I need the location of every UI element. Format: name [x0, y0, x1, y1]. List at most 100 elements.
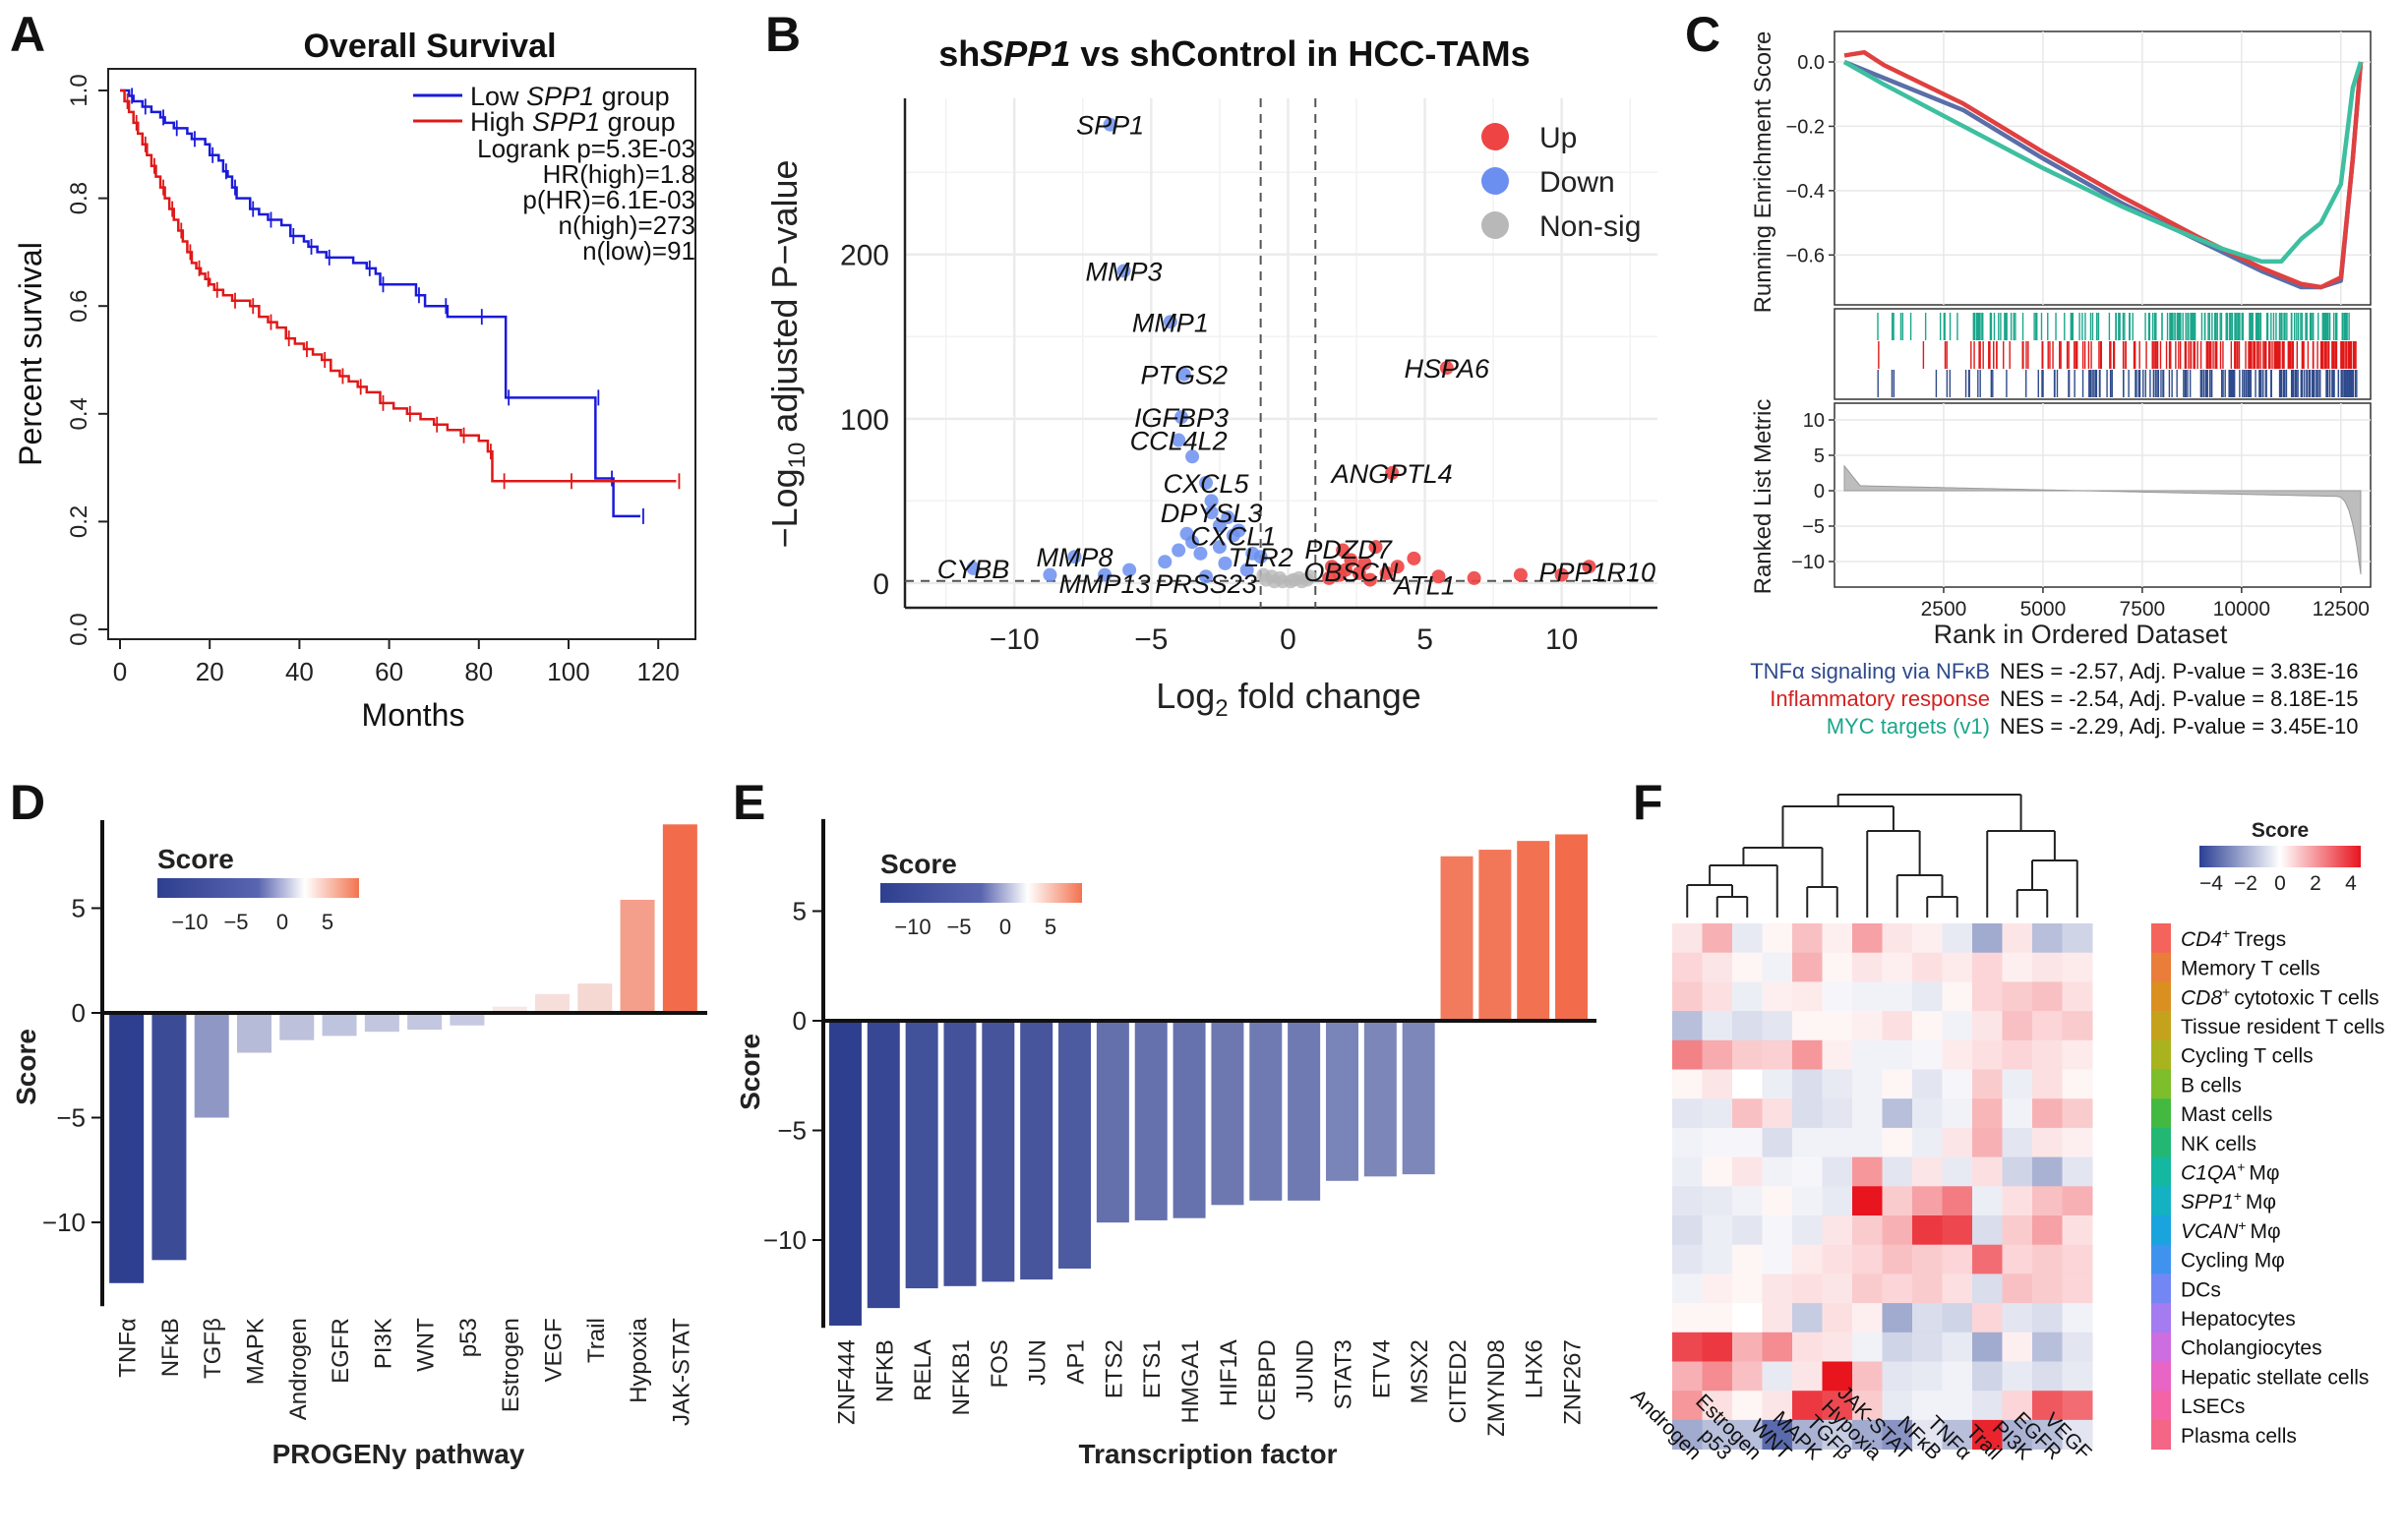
heatmap-cell — [1732, 923, 1763, 954]
heatmap-cell — [2002, 1011, 2033, 1041]
heatmap-cell — [1852, 1186, 1883, 1216]
heatmap-cell — [1852, 1361, 1883, 1392]
heatmap-cell — [1942, 981, 1973, 1012]
heatmap-row-label: Tissue resident T cells — [2181, 1016, 2384, 1038]
heatmap-cell — [1792, 1244, 1823, 1274]
volcano-xlabel-pre: Log — [1156, 676, 1215, 716]
heatmap-row-label: CD8+ cytotoxic T cells — [2181, 983, 2379, 1009]
volcano-gene-label: IGFBP3 — [1134, 403, 1229, 433]
volcano-point-down — [1232, 523, 1246, 538]
heatmap-row-label-text: Mφ — [2246, 1191, 2276, 1214]
km-title: Overall Survival — [303, 28, 556, 65]
heatmap-cell — [1732, 1039, 1763, 1070]
heatmap-cell — [1912, 1069, 1943, 1099]
heatmap-cell — [1942, 1098, 1973, 1129]
heatmap-cell — [1912, 1419, 1943, 1451]
volcano-xtick-label: 10 — [1545, 623, 1578, 656]
heatmap-cell — [1912, 1039, 1943, 1070]
heatmap-row-color — [2151, 1361, 2171, 1392]
heatmap-cell — [1822, 1156, 1853, 1187]
panel-label-e: E — [733, 775, 765, 830]
heatmap-cell — [1882, 1127, 1913, 1158]
heatmap-cell — [1762, 1127, 1793, 1158]
heatmap-cell — [1822, 1332, 1853, 1362]
volcano-point-down — [1179, 526, 1194, 541]
tf-category-label: FOS — [987, 1339, 1013, 1388]
heatmap-cell — [1882, 981, 1913, 1012]
heatmap-cell — [1672, 1332, 1703, 1362]
heatmap-cell — [1972, 1244, 2003, 1274]
heatmap-row-label-text: Cycling T cells — [2181, 1045, 2314, 1068]
heatmap-cell — [1852, 1069, 1883, 1099]
tf-category-label: MSX2 — [1407, 1339, 1433, 1403]
heatmap-row-label: CD4+ Tregs — [2181, 925, 2286, 951]
volcano-point-up — [1554, 567, 1569, 582]
heatmap-cell — [1762, 923, 1793, 954]
heatmap-cell — [1882, 1156, 1913, 1187]
tf-ytick-label: 0 — [793, 1006, 807, 1036]
volcano-ylabel-pre: −Log — [764, 468, 805, 548]
gsea-xtick-label: 7500 — [2120, 598, 2166, 621]
heatmap-cell — [1792, 923, 1823, 954]
volcano-point-down — [1239, 563, 1254, 577]
heatmap-cell — [2032, 952, 2063, 982]
heatmap-cell — [1732, 1332, 1763, 1362]
km-xtick-label: 40 — [285, 657, 314, 686]
panel-label-d: D — [10, 775, 45, 830]
heatmap-row-label: Hepatocytes — [2181, 1308, 2296, 1331]
heatmap-cell — [1822, 1244, 1853, 1274]
progeny-xlabel: PROGENy pathway — [272, 1439, 525, 1469]
heatmap-row-color — [2151, 1332, 2171, 1362]
progeny-category-label: Androgen — [285, 1318, 312, 1420]
tf-category-label: AP1 — [1063, 1339, 1090, 1384]
heatmap-cell — [1702, 1244, 1733, 1274]
heatmap-cell — [2002, 1332, 2033, 1362]
progeny-bar — [194, 1013, 229, 1118]
km-ytick-label: 0.2 — [66, 505, 92, 538]
heatmap-cell — [1822, 1419, 1853, 1451]
panel-label-b: B — [765, 7, 801, 62]
heatmap-row-label-text: Cholangiocytes — [2181, 1337, 2322, 1360]
progeny-bar — [535, 993, 570, 1013]
gsea-es-tick-label: −0.2 — [1786, 116, 1825, 138]
tf-category-label: LHX6 — [1522, 1339, 1548, 1398]
volcano-point-up — [1322, 570, 1337, 585]
heatmap-cell — [1942, 923, 1973, 954]
heatmap-legend-tick: 0 — [2274, 872, 2286, 895]
heatmap-row-label: VCAN+ Mφ — [2181, 1217, 2281, 1243]
heatmap-cell — [1942, 1303, 1973, 1333]
heatmap-cell — [1672, 1244, 1703, 1274]
volcano-point-down — [1067, 550, 1082, 564]
heatmap-cell — [2032, 1244, 2063, 1274]
heatmap-cell — [1852, 1098, 1883, 1129]
heatmap-row-color — [2151, 1215, 2171, 1246]
heatmap-cell — [1912, 952, 1943, 982]
volcano-point-down — [1199, 476, 1213, 491]
heatmap-cell — [1882, 1186, 1913, 1216]
volcano-point-up — [1431, 569, 1446, 584]
heatmap-cell — [1972, 1039, 2003, 1070]
volcano-point-down — [1172, 543, 1186, 558]
heatmap-cell — [1702, 1361, 1733, 1392]
heatmap-cell — [1762, 981, 1793, 1012]
heatmap-cell — [1822, 1361, 1853, 1392]
volcano-gene-label: SPP1 — [1076, 111, 1144, 141]
heatmap-cell — [2002, 1186, 2033, 1216]
progeny-ytick-label: −10 — [42, 1208, 86, 1237]
panel-label-a: A — [10, 7, 45, 62]
heatmap-row-label-sup: + — [2237, 1158, 2245, 1174]
heatmap-cell — [1732, 1215, 1763, 1246]
volcano-point-down — [1204, 494, 1219, 508]
gsea-ylabel-bottom: Ranked List Metric — [1750, 399, 1776, 595]
heatmap-cell — [1912, 1244, 1943, 1274]
tf-bar — [1020, 1021, 1053, 1280]
heatmap-row-color — [2151, 1127, 2171, 1158]
volcano-ylabel: −Log10 adjusted P−value — [764, 159, 811, 548]
heatmap-row-label: SPP1+ Mφ — [2181, 1188, 2276, 1214]
heatmap-legend-tick: −4 — [2199, 872, 2223, 895]
heatmap-cell — [1792, 1098, 1823, 1129]
heatmap-cell — [1792, 1156, 1823, 1187]
progeny-bar — [450, 1013, 485, 1026]
heatmap-cell — [1882, 1098, 1913, 1129]
heatmap-cell — [1672, 1361, 1703, 1392]
